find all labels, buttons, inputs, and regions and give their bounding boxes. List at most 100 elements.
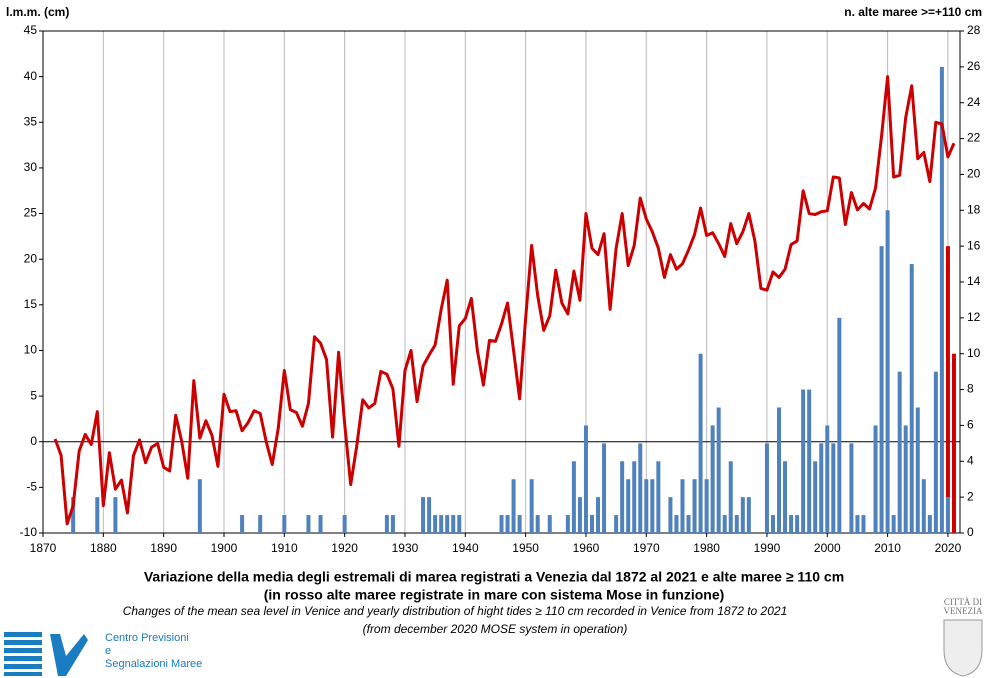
y-tick-label: 30 — [24, 160, 38, 174]
y-tick-label: 0 — [30, 434, 37, 448]
bar — [837, 317, 842, 533]
bar — [722, 515, 727, 533]
bar — [602, 443, 607, 533]
x-tick-label: 1970 — [633, 541, 660, 555]
y-tick-label: 10 — [24, 343, 38, 357]
bar — [933, 371, 938, 533]
bar — [789, 515, 794, 533]
x-tick-label: 1900 — [211, 541, 238, 555]
bar — [656, 461, 661, 533]
crest-text: CITTÀ DI — [944, 597, 982, 607]
bar — [885, 210, 890, 534]
x-tick-label: 1930 — [392, 541, 419, 555]
bar — [668, 497, 673, 533]
y2-tick-label: 28 — [967, 23, 981, 37]
bar — [577, 497, 582, 533]
bar — [891, 515, 896, 533]
bar — [801, 389, 806, 533]
x-tick-label: 1890 — [150, 541, 177, 555]
y2-tick-label: 8 — [967, 382, 974, 396]
y2-tick-label: 0 — [967, 525, 974, 539]
bar — [439, 515, 444, 533]
y-tick-label: 45 — [24, 23, 38, 37]
logo-text: Segnalazioni Maree — [105, 658, 202, 670]
bar — [535, 515, 540, 533]
bar — [626, 479, 631, 533]
bar — [746, 497, 751, 533]
bar — [505, 515, 510, 533]
bar — [716, 407, 721, 533]
bar — [831, 443, 836, 533]
bar — [596, 497, 601, 533]
bar — [583, 425, 588, 533]
crest — [943, 619, 983, 677]
y2-tick-label: 2 — [967, 489, 974, 503]
bar — [686, 515, 691, 533]
bar — [529, 479, 534, 533]
bar — [589, 515, 594, 533]
bar — [282, 515, 287, 533]
chart-subtitle: (in rosso alte maree registrate in mare … — [264, 587, 725, 603]
y2-axis-label: n. alte maree >=+110 cm — [844, 5, 982, 19]
crest-text: VENEZIA — [944, 606, 983, 616]
bar — [710, 425, 715, 533]
bar — [620, 461, 625, 533]
y-axis-label: l.m.m. (cm) — [6, 5, 69, 19]
x-tick-label: 1870 — [30, 541, 57, 555]
y2-tick-label: 24 — [967, 95, 981, 109]
bar — [113, 497, 118, 533]
bar — [427, 497, 432, 533]
y2-tick-label: 18 — [967, 202, 981, 216]
x-tick-label: 2010 — [874, 541, 901, 555]
bar — [342, 515, 347, 533]
bar — [197, 479, 202, 533]
y-tick-label: 25 — [24, 206, 38, 220]
bar — [421, 497, 426, 533]
bar — [807, 389, 812, 533]
bar — [849, 443, 854, 533]
y-tick-label: 20 — [24, 251, 38, 265]
logo-icon — [4, 632, 88, 676]
y-tick-label: 5 — [30, 388, 37, 402]
bar — [674, 515, 679, 533]
bar — [517, 515, 522, 533]
bar — [819, 443, 824, 533]
bar — [692, 479, 697, 533]
caption: (from december 2020 MOSE system in opera… — [363, 622, 628, 636]
bar — [499, 515, 504, 533]
bar — [95, 497, 100, 533]
y-tick-label: -5 — [26, 480, 37, 494]
bar — [879, 246, 884, 533]
y2-tick-label: 16 — [967, 238, 981, 252]
x-tick-label: 1990 — [754, 541, 781, 555]
y2-tick-label: 20 — [967, 167, 981, 181]
bar — [240, 515, 245, 533]
bar — [71, 497, 76, 533]
bar — [915, 407, 920, 533]
x-tick-label: 1950 — [512, 541, 539, 555]
bar — [638, 443, 643, 533]
bar — [777, 407, 782, 533]
bar — [451, 515, 456, 533]
bar — [764, 443, 769, 533]
bar — [698, 353, 703, 533]
bar — [921, 479, 926, 533]
bar — [734, 515, 739, 533]
bar — [571, 461, 576, 533]
bar — [258, 515, 263, 533]
logo-text: e — [105, 645, 111, 657]
bar — [565, 515, 570, 533]
bar — [433, 515, 438, 533]
logo-text: Centro Previsioni — [105, 632, 189, 644]
bar — [770, 515, 775, 533]
bar — [813, 461, 818, 533]
bar — [945, 497, 950, 533]
x-tick-label: 1960 — [573, 541, 600, 555]
y-tick-label: 15 — [24, 297, 38, 311]
bar — [873, 425, 878, 533]
bar — [740, 497, 745, 533]
bar — [909, 264, 914, 533]
y2-tick-label: 10 — [967, 346, 981, 360]
bar — [903, 425, 908, 533]
